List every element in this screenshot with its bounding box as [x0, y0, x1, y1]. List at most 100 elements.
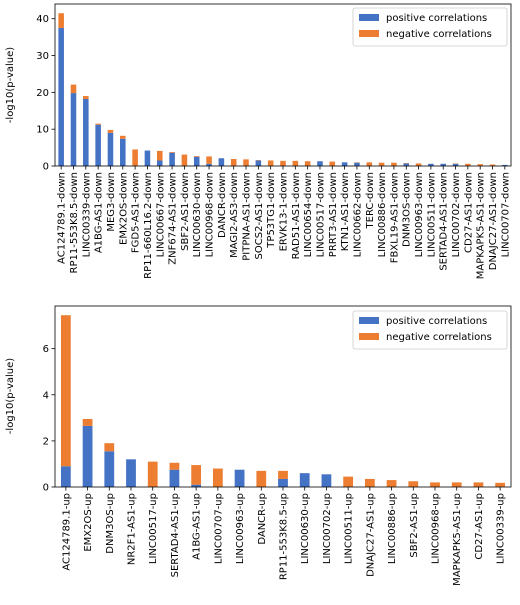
x-tick-label: RP11-553K8.5-down: [69, 172, 80, 273]
x-tick-label: MAPKAPK5-AS1-up: [452, 493, 463, 586]
x-tick-label: LINC00339-down: [81, 172, 92, 257]
bar-positive: [82, 425, 93, 487]
bar-positive: [120, 138, 126, 166]
y-tick-label: 40: [36, 14, 49, 25]
bar-negative: [156, 150, 163, 161]
bar-positive: [104, 451, 115, 487]
x-tick-label: A1BG-AS1-down: [94, 172, 105, 253]
legend-box: [352, 7, 508, 47]
x-tick-label: LINC00630-down: [192, 172, 203, 257]
x-tick-label: ZNF674-AS1-down: [168, 172, 179, 265]
x-tick-label: CD27-AS1-down: [463, 172, 474, 253]
bar-negative: [280, 160, 286, 166]
x-tick-label: LINC00886-down: [377, 172, 388, 257]
x-tick-label: LINC00968-down: [205, 172, 216, 257]
plot-frame: [54, 305, 512, 488]
bar-negative: [107, 129, 114, 133]
bar-negative: [386, 480, 397, 487]
x-tick-label: SBF2-AS1-up: [409, 493, 420, 558]
legend-label: negative correlations: [386, 29, 492, 40]
x-tick-label: LINC00667-down: [155, 172, 166, 257]
bar-positive: [234, 469, 245, 487]
bar-negative: [378, 162, 385, 166]
x-tick-label: LINC00963-up: [235, 493, 246, 564]
bar-positive: [144, 150, 151, 166]
bar-negative: [243, 159, 249, 166]
x-tick-label: LINC00662-down: [352, 172, 363, 257]
bar-negative: [132, 149, 138, 166]
x-tick-label: PITPNA-AS1-down: [242, 172, 253, 261]
x-tick-label: DNM3OS-up: [105, 493, 116, 554]
legend: positive correlations negative correlatio…: [352, 310, 508, 350]
bar-positive: [403, 163, 410, 166]
x-tick-label: LINC00707-up: [213, 493, 224, 564]
bar-negative: [408, 481, 419, 487]
y-tick-label: 6: [43, 344, 49, 355]
bar-positive: [193, 156, 200, 166]
bar-negative: [304, 161, 311, 166]
x-tick-label: EMX2OS-up: [83, 493, 94, 552]
x-tick-label: RAD51-AS1-down: [291, 172, 302, 259]
x-tick-label: LINC00511-down: [426, 172, 437, 257]
legend: positive correlations negative correlatio…: [352, 7, 508, 47]
bar-negative: [473, 482, 484, 487]
x-tick-label: DNM3OS-down: [402, 172, 413, 247]
bar-negative: [364, 478, 375, 487]
bar-positive: [83, 98, 89, 166]
bar-positive: [428, 163, 434, 166]
x-tick-label: DNAJC27-AS1-up: [365, 493, 376, 577]
x-tick-label: LINC00968-up: [431, 493, 442, 564]
legend-swatch: [359, 30, 379, 37]
bar-positive: [341, 162, 348, 166]
bar-negative: [193, 156, 200, 157]
bar-negative: [83, 96, 89, 99]
y-tick-label: 0: [43, 162, 49, 173]
bar-positive: [58, 27, 64, 166]
x-tick-label: LINC00517-up: [148, 493, 159, 564]
legend-swatch: [359, 14, 379, 21]
bar-negative: [267, 160, 274, 166]
legend-label: negative correlations: [386, 332, 492, 343]
chart-2: AC124789.1-up EMX2OS-up DNM3OS-up NR2F1-AS1…: [5, 305, 512, 586]
y-tick-label: 20: [36, 88, 49, 99]
x-tick-label: LINC00630-up: [300, 493, 311, 564]
x-tick-label: LINC00702-down: [451, 172, 462, 257]
chart-1: AC124789.1-down RP11-553K8.5-down LINC0033…: [5, 3, 512, 279]
x-tick-label: AC124789.1-up: [61, 493, 72, 571]
x-tick-label: RP11-660L16.2-down: [143, 172, 154, 279]
x-tick-label: RP11-553K8.5-up: [279, 493, 290, 580]
bar-negative: [465, 163, 471, 166]
bar-positive: [317, 161, 323, 166]
x-tick-label: FBXL19-AS1-down: [389, 172, 400, 263]
bar-negative: [430, 482, 440, 487]
y-tick-label: 10: [36, 125, 49, 136]
bar-positive: [70, 93, 77, 166]
bar-negative: [489, 164, 496, 166]
legend-swatch: [359, 333, 379, 340]
x-tick-label: AC124789.1-down: [57, 172, 68, 264]
plot-frame: [54, 3, 512, 167]
bar-positive: [60, 466, 71, 487]
bar-negative: [120, 135, 126, 139]
x-tick-label: A1BG-AS1-up: [192, 493, 203, 560]
bar-negative: [181, 154, 188, 166]
bar-positive: [191, 484, 202, 487]
bar-negative: [212, 468, 223, 487]
bar-positive: [169, 152, 175, 166]
bar-negative: [95, 123, 101, 125]
bar-negative: [169, 152, 175, 153]
y-axis-label: -log10(p-value): [5, 47, 16, 123]
x-tick-label: LINC00702-up: [322, 493, 333, 564]
x-tick-label: LINC00654-down: [303, 172, 314, 257]
bar-positive: [299, 473, 310, 487]
x-tick-label: FGD5-AS1-down: [131, 172, 142, 253]
legend-label: positive correlations: [386, 13, 487, 24]
x-tick-label: TERC-down: [365, 172, 376, 229]
bar-positive: [354, 162, 360, 166]
x-tick-label: TP53TG1-down: [266, 172, 277, 249]
bar-negative: [104, 443, 115, 452]
x-tick-label: DNAJC27-AS1-down: [488, 172, 499, 270]
x-tick-label: CD27-AS1-up: [474, 493, 485, 560]
bar-negative: [278, 470, 288, 479]
bar-negative: [292, 160, 299, 166]
